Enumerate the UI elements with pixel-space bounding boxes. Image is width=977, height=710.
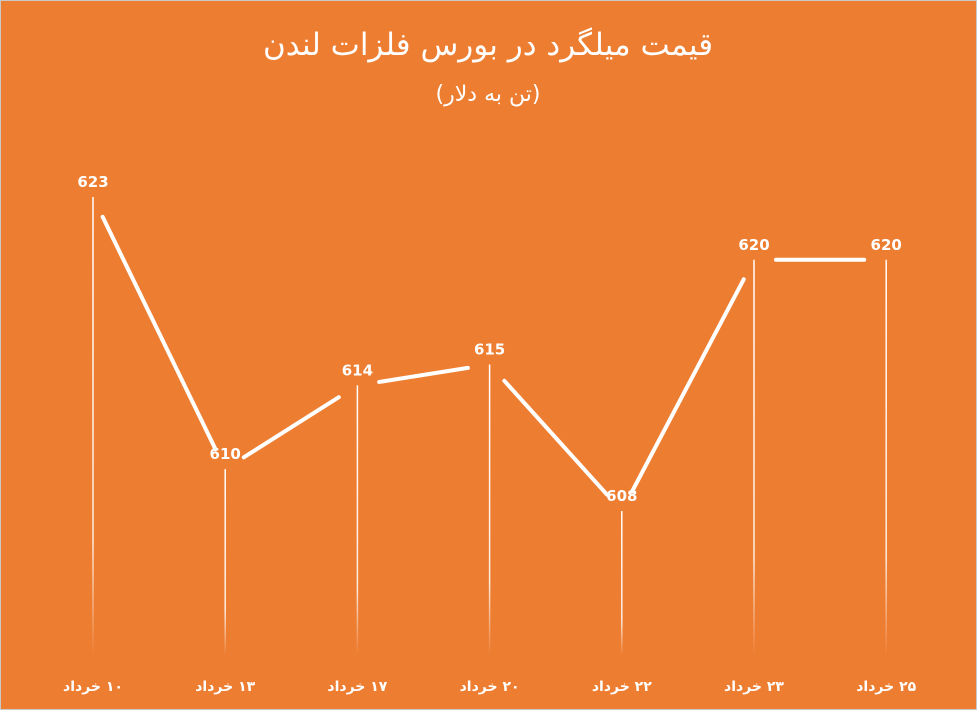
- x-tick-label: ۲۲ خرداد: [592, 679, 652, 695]
- x-tick-label: ۲۰ خرداد: [460, 679, 520, 695]
- drop-lines: [92, 196, 887, 657]
- data-label: 614: [342, 361, 373, 379]
- data-labels: 623 610 614 615 608 620 620: [77, 173, 902, 505]
- series-line-segment: [630, 277, 746, 494]
- x-tick-label: ۱۷ خرداد: [327, 679, 387, 695]
- data-label: 610: [210, 445, 241, 463]
- series-line-segment: [100, 214, 218, 452]
- data-label: 623: [77, 173, 108, 191]
- series-line-segment: [377, 365, 470, 384]
- data-label: 620: [871, 236, 902, 254]
- data-label: 620: [738, 236, 769, 254]
- series-line-segment: [502, 378, 610, 497]
- data-label: 608: [606, 487, 637, 505]
- series-line: [100, 214, 867, 497]
- x-tick-label: ۲۵ خرداد: [856, 679, 916, 695]
- chart-title: قیمت میلگرد در بورس فلزات لندن: [263, 27, 713, 63]
- x-tick-label: ۱۳ خرداد: [195, 679, 255, 695]
- chart-subtitle: (تن به دلار): [436, 82, 541, 107]
- data-label: 615: [474, 340, 505, 358]
- x-axis-tick-labels: ۱۰ خرداد ۱۳ خرداد ۱۷ خرداد ۲۰ خرداد ۲۲ خرداد…: [63, 679, 917, 695]
- x-tick-label: ۲۳ خرداد: [724, 679, 784, 695]
- x-tick-label: ۱۰ خرداد: [63, 679, 123, 695]
- series-line-segment: [241, 395, 341, 460]
